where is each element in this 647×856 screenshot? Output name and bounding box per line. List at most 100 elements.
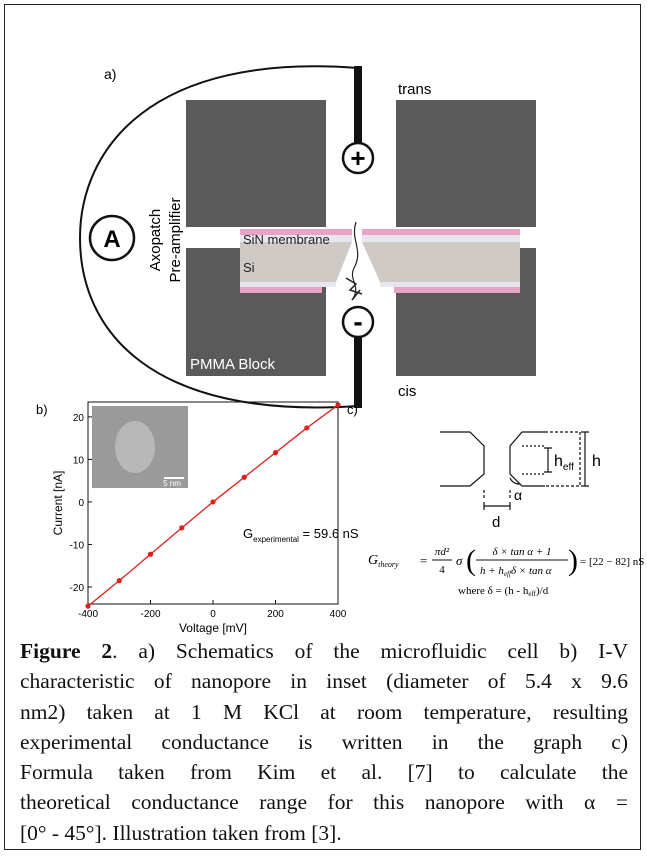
block bbox=[186, 100, 326, 227]
heff-bracket bbox=[522, 445, 545, 475]
amplifier-label: Axopatch bbox=[147, 209, 164, 272]
paren: ( bbox=[466, 544, 476, 577]
subscript: theory bbox=[378, 560, 399, 569]
formula: Gtheory = πd² 4 σ ( δ × tan α + 1 h + he… bbox=[368, 544, 644, 598]
wire bbox=[78, 65, 359, 409]
nanopore bbox=[115, 421, 155, 473]
formula-eq: = bbox=[420, 553, 427, 568]
pore-geometry bbox=[440, 431, 589, 510]
conductance-label: Gexperimental = 59.6 nS bbox=[243, 526, 359, 544]
h: h bbox=[554, 453, 563, 470]
data-point bbox=[272, 450, 279, 456]
data-point bbox=[179, 525, 185, 531]
sin-layer bbox=[362, 229, 520, 235]
caption-line: characteristic of nanopore in inset (dia… bbox=[20, 669, 628, 694]
heff-bracket bbox=[544, 447, 552, 473]
formula-den: 4 bbox=[439, 564, 445, 576]
den-b: δ × tan α bbox=[511, 565, 552, 577]
formula-result: = [22 − 82] nS bbox=[580, 556, 644, 568]
den-a: h + h bbox=[480, 565, 504, 577]
subscript: eff bbox=[504, 570, 512, 578]
sin-layer bbox=[394, 287, 520, 293]
caption-line: [0° - 45°]. Illustration taken from [3]. bbox=[20, 820, 342, 845]
alpha-arc bbox=[509, 477, 521, 485]
layer bbox=[362, 235, 520, 242]
alpha-label: α bbox=[514, 487, 522, 503]
y-tick-label: 10 bbox=[73, 455, 85, 466]
si-layer bbox=[240, 242, 352, 282]
caption-line: Figure 2. a) Schematics of the microflui… bbox=[20, 636, 628, 666]
sin-layer bbox=[240, 229, 352, 235]
d-bracket bbox=[483, 502, 511, 510]
iv-plot: b) 5 nm Current [nA] Voltage [mV] Gexper… bbox=[36, 401, 359, 635]
panel-label: a) bbox=[104, 66, 116, 82]
formula-num: πd² bbox=[435, 546, 450, 558]
subscript: eff bbox=[528, 590, 536, 598]
layer bbox=[380, 282, 520, 287]
dna-strand bbox=[351, 221, 359, 301]
x-tick-label: -400 bbox=[78, 609, 98, 620]
formula-where: where δ = (h - heff)/d bbox=[458, 585, 549, 598]
data-point bbox=[241, 474, 247, 480]
membrane-label: SiN membrane bbox=[243, 232, 330, 247]
x-tick-label: 0 bbox=[210, 609, 216, 620]
block bbox=[396, 100, 536, 227]
pore-wall bbox=[509, 431, 545, 487]
d-guide bbox=[483, 490, 511, 500]
x-tick-label: 400 bbox=[330, 609, 347, 620]
caption-line: theoretical conductance range for this n… bbox=[20, 790, 628, 815]
formula-sigma: σ bbox=[456, 553, 463, 568]
si-label: Si bbox=[243, 260, 255, 275]
x-tick-label: -200 bbox=[140, 609, 160, 620]
trans-label: trans bbox=[398, 81, 431, 98]
caption-text: . a) Schematics of the microfluidic cell… bbox=[112, 639, 629, 663]
pore-wall bbox=[545, 431, 581, 487]
y-tick-label: -10 bbox=[70, 540, 85, 551]
amplifier-label: Pre-amplifier bbox=[167, 197, 184, 282]
figure-frame bbox=[4, 4, 641, 850]
molecule bbox=[345, 277, 363, 301]
paren: ) bbox=[568, 544, 578, 577]
caption-line: Formula taken from Kim et al. [7] to cal… bbox=[20, 760, 628, 785]
formula-den: h + heffδ × tan α bbox=[480, 565, 552, 578]
panel-label: c) bbox=[347, 402, 358, 417]
data-point bbox=[335, 402, 341, 408]
sin-layer bbox=[240, 287, 322, 293]
caption-line: nm2) taken at 1 M KCl at room temperatur… bbox=[20, 699, 628, 724]
data-point bbox=[210, 499, 216, 505]
figure: a) trans cis Axopatch Pre-amplifier A + … bbox=[36, 65, 644, 635]
y-tick-label: 20 bbox=[73, 413, 85, 424]
y-tick-label: -20 bbox=[70, 583, 85, 594]
h-bracket bbox=[581, 431, 589, 487]
data-point bbox=[147, 551, 154, 557]
y-tick-label: 0 bbox=[78, 498, 84, 509]
minus-terminal bbox=[341, 305, 375, 339]
caption: Figure 2. a) Schematics of the microflui… bbox=[20, 636, 628, 848]
caption-label: Figure 2 bbox=[20, 639, 113, 663]
subscript: eff bbox=[563, 462, 574, 473]
pore-wall bbox=[440, 431, 485, 487]
x-tick-label: 200 bbox=[267, 609, 284, 620]
x-axis-label: Voltage [mV] bbox=[179, 621, 247, 635]
data-point bbox=[116, 578, 122, 584]
scale-label: 5 nm bbox=[163, 479, 181, 488]
minus-label: - bbox=[353, 306, 362, 337]
d-label: d bbox=[492, 514, 500, 531]
electrode bbox=[354, 66, 362, 144]
subscript: experimental bbox=[253, 535, 299, 544]
data-point bbox=[304, 425, 310, 431]
formula-lhs: Gtheory bbox=[368, 553, 399, 569]
where-end: )/d bbox=[536, 585, 549, 597]
cis-label: cis bbox=[398, 383, 416, 400]
ammeter-label: A bbox=[103, 226, 120, 253]
plus-label: + bbox=[350, 143, 365, 173]
electrode bbox=[354, 336, 362, 408]
caption-line: experimental conductance is written in t… bbox=[20, 729, 628, 754]
ammeter bbox=[88, 214, 136, 262]
layer bbox=[240, 282, 336, 287]
si-layer bbox=[362, 242, 520, 282]
y-axis-label: Current [nA] bbox=[51, 471, 65, 536]
data-point bbox=[85, 603, 91, 609]
block-label: PMMA Block bbox=[190, 356, 276, 373]
